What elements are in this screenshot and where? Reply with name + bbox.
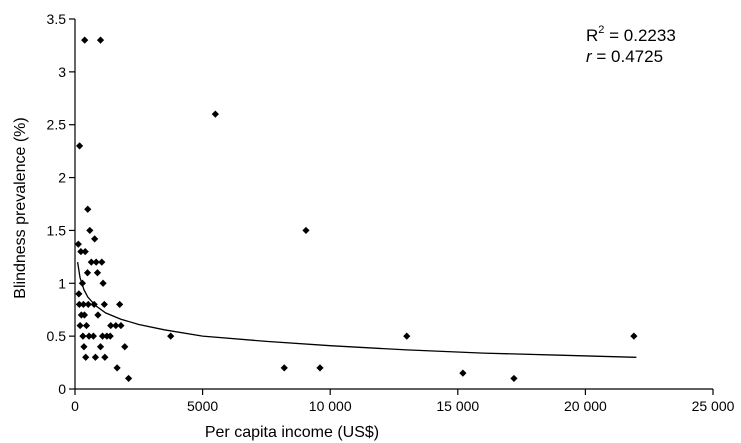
data-point (101, 353, 109, 361)
x-axis-title: Per capita income (US$) (205, 424, 379, 441)
data-point (630, 332, 638, 340)
x-tick-label: 5000 (187, 398, 218, 414)
y-tick-label: 0 (58, 381, 66, 397)
data-point (81, 36, 89, 44)
y-tick-label: 3 (58, 64, 66, 80)
r-squared-annotation: R2 = 0.2233 (586, 24, 676, 45)
data-point (79, 332, 87, 340)
data-point (116, 300, 124, 309)
data-point (75, 290, 83, 298)
data-point (83, 269, 92, 277)
data-point (85, 332, 93, 340)
x-axis-ticks: 0 5000 10 000 15 000 20 000 25 000 (71, 389, 735, 414)
y-tick-label: 3.5 (47, 11, 67, 27)
data-point (84, 205, 92, 213)
r-value: = 0.4725 (592, 47, 663, 66)
r-squared-value: = 0.2233 (604, 26, 675, 45)
data-point (82, 321, 91, 330)
data-point (82, 353, 90, 361)
data-point (78, 279, 87, 287)
data-point (75, 142, 84, 150)
data-point (99, 279, 107, 287)
data-point (113, 364, 121, 372)
data-point (117, 321, 125, 330)
x-tick-label: 10 000 (309, 398, 352, 414)
data-point (75, 300, 83, 309)
data-point (84, 300, 92, 309)
data-point (90, 300, 98, 309)
data-point (87, 258, 95, 266)
data-point (80, 311, 89, 319)
data-point (91, 235, 99, 243)
y-axis-title: Blindness prevalence (%) (12, 117, 29, 298)
y-tick-label: 2.5 (47, 117, 67, 133)
data-point (459, 369, 467, 377)
r-squared-superscript: 2 (598, 24, 604, 36)
data-point (91, 353, 100, 361)
data-point (106, 332, 114, 340)
r-annotation: r = 0.4725 (586, 47, 663, 66)
data-point (107, 321, 115, 330)
x-tick-label: 0 (71, 398, 79, 414)
data-point (74, 240, 82, 248)
data-point (403, 332, 411, 340)
r-squared-letter: R (586, 26, 598, 45)
data-point (93, 269, 102, 277)
data-point (77, 247, 85, 256)
data-point (98, 258, 106, 266)
axes: 0 5000 10 000 15 000 20 000 25 000 0 0.5 1 1.5 2 2… (47, 11, 735, 414)
data-point (510, 374, 518, 383)
x-tick-label: 15 000 (436, 398, 479, 414)
data-point (112, 321, 120, 330)
r-letter: r (586, 47, 593, 66)
data-point (100, 300, 108, 309)
x-tick-label: 20 000 (564, 398, 607, 414)
data-point (302, 226, 310, 235)
y-tick-label: 1 (58, 275, 66, 291)
data-point (81, 247, 89, 256)
data-point (89, 332, 97, 340)
data-point (316, 364, 324, 372)
data-point (76, 321, 84, 330)
y-tick-label: 0.5 (47, 328, 67, 344)
data-point (98, 332, 107, 340)
data-point (96, 36, 105, 44)
data-point (94, 311, 102, 319)
y-tick-label: 2 (58, 170, 66, 186)
x-tick-label: 25 000 (692, 398, 735, 414)
data-point (280, 364, 288, 372)
data-point (80, 343, 88, 351)
data-point (121, 343, 129, 351)
data-point (167, 332, 175, 340)
data-point (86, 226, 94, 235)
trendline (76, 261, 637, 358)
y-axis-ticks: 0 0.5 1 1.5 2 2.5 3 3.5 (47, 11, 75, 397)
data-point (79, 300, 88, 309)
y-tick-label: 1.5 (47, 222, 67, 238)
data-point (92, 258, 100, 266)
data-point (124, 374, 133, 383)
plot-area (74, 36, 638, 383)
data-point (96, 343, 105, 351)
data-point (211, 110, 219, 118)
